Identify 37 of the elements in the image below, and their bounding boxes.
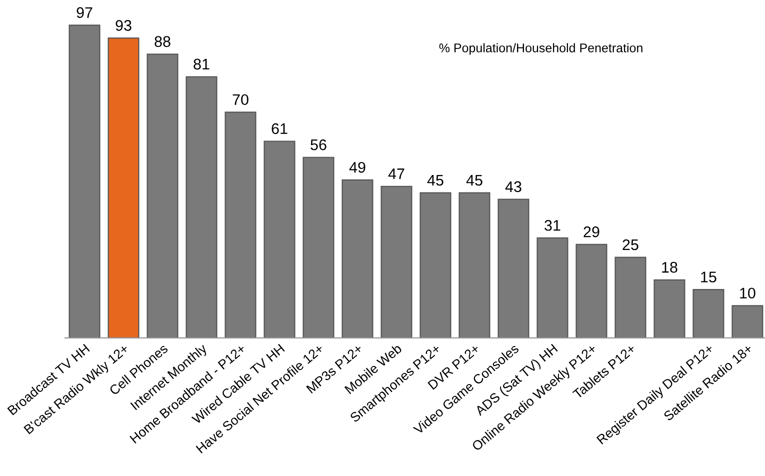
bar bbox=[186, 76, 218, 338]
data-label: 70 bbox=[232, 94, 248, 106]
bar bbox=[264, 140, 296, 338]
bar bbox=[342, 179, 374, 338]
bar bbox=[380, 186, 412, 338]
bar bbox=[536, 237, 568, 338]
bar bbox=[224, 112, 256, 338]
data-label: 25 bbox=[622, 239, 638, 250]
data-label: 45 bbox=[427, 175, 444, 186]
bar bbox=[576, 244, 608, 338]
data-label: 29 bbox=[584, 226, 600, 238]
bar bbox=[692, 289, 724, 338]
data-label: 61 bbox=[272, 123, 288, 134]
bar bbox=[732, 305, 764, 338]
data-label: 88 bbox=[154, 36, 170, 47]
bar bbox=[68, 24, 100, 338]
data-label: 18 bbox=[662, 262, 678, 273]
data-label: 15 bbox=[701, 272, 716, 282]
data-label: 97 bbox=[76, 7, 92, 18]
bar bbox=[302, 156, 334, 338]
data-label: 81 bbox=[194, 58, 210, 70]
annotation: % Population/Household Penetration bbox=[439, 43, 642, 55]
bar bbox=[108, 38, 140, 338]
data-label: 45 bbox=[466, 175, 482, 186]
data-label: 43 bbox=[505, 181, 522, 192]
data-label: 10 bbox=[740, 288, 756, 299]
bar bbox=[420, 192, 452, 338]
data-label: 49 bbox=[349, 162, 366, 173]
data-label: 93 bbox=[116, 20, 132, 31]
bar bbox=[654, 279, 686, 338]
data-label: 47 bbox=[388, 168, 404, 180]
data-label: 56 bbox=[310, 139, 326, 150]
bar bbox=[498, 198, 530, 338]
bar bbox=[614, 256, 646, 338]
bar bbox=[146, 54, 178, 338]
data-label: 31 bbox=[544, 220, 560, 231]
bar bbox=[458, 192, 490, 338]
